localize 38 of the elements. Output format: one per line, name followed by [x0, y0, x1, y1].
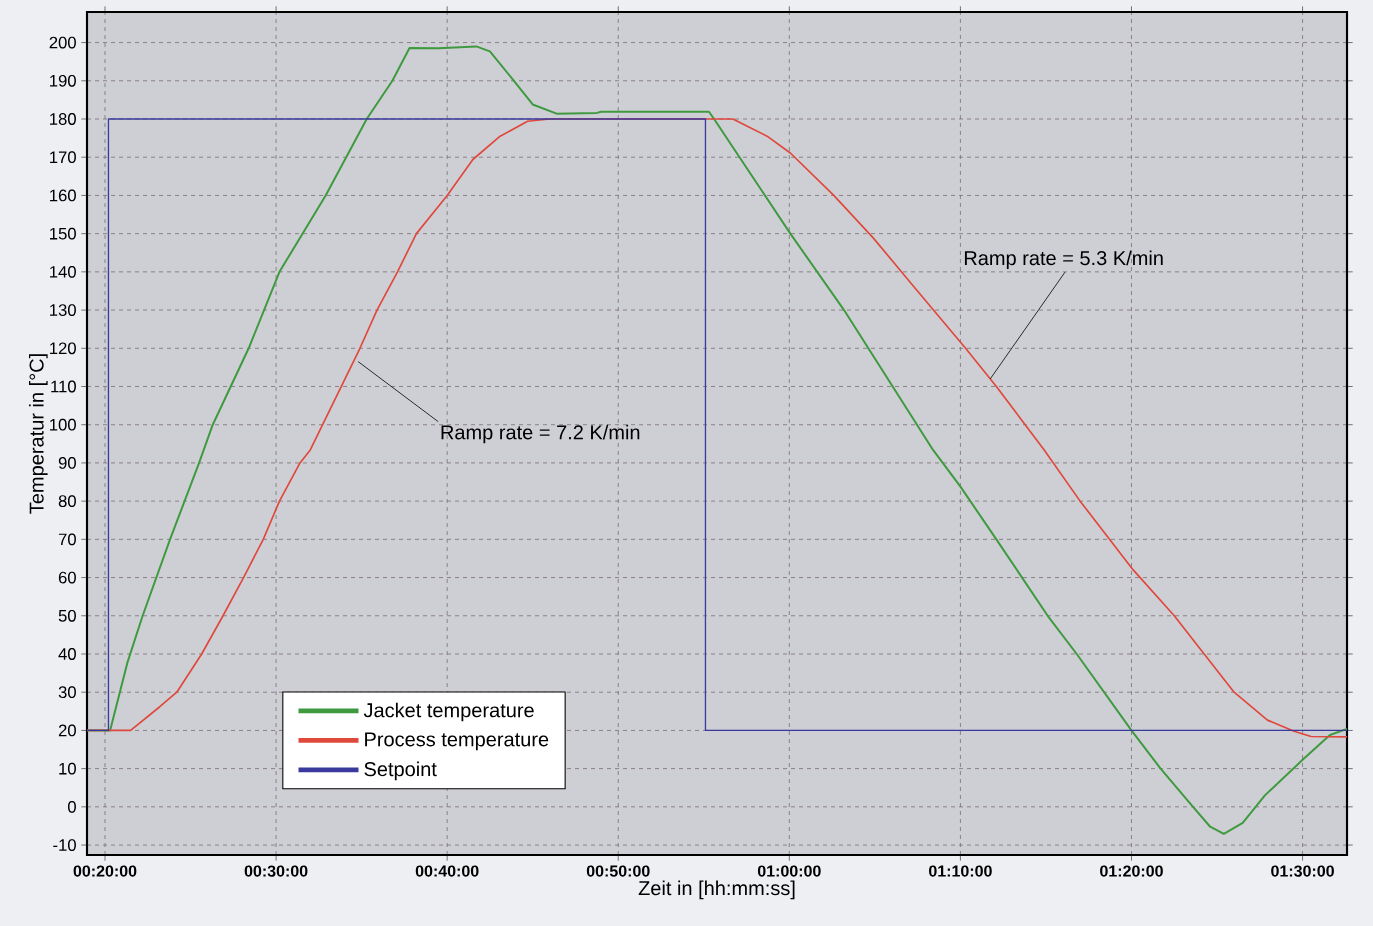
- y-tick-label: 190: [50, 74, 76, 87]
- x-axis-title: Zeit in [hh:mm:ss]: [638, 880, 795, 900]
- y-axis-title: Temperatur in [°C]: [29, 354, 48, 514]
- y-tick-label: 50: [58, 609, 76, 622]
- y-tick-label: 170: [50, 151, 76, 164]
- y-tick-label: 150: [50, 227, 76, 240]
- y-tick-label: 120: [50, 342, 76, 355]
- legend-label: Jacket temperature: [363, 702, 534, 722]
- x-tick-label: 00:20:00: [73, 865, 137, 877]
- y-tick-label: -10: [53, 839, 76, 851]
- y-tick-label: 20: [58, 724, 76, 737]
- legend-label: Process temperature: [365, 732, 549, 751]
- x-tick-label: 00:40:00: [415, 865, 479, 877]
- y-tick-label: 10: [59, 762, 76, 775]
- legend-label: Setpoint: [364, 761, 437, 781]
- y-tick-label: 70: [58, 533, 76, 546]
- annotation: Ramp rate = 5.3 K/min: [964, 250, 1163, 270]
- x-tick-label: 01:00:00: [757, 865, 821, 877]
- y-tick-label: 200: [49, 36, 76, 49]
- x-tick-label: 00:30:00: [244, 865, 308, 877]
- y-tick-label: 100: [50, 418, 76, 431]
- x-tick-label: 01:10:00: [929, 865, 992, 877]
- y-tick-label: 80: [58, 495, 76, 508]
- x-tick-label: 00:50:00: [586, 865, 650, 877]
- y-tick-label: 160: [50, 189, 76, 202]
- y-tick-label: 60: [58, 571, 76, 584]
- line-series: [87, 45, 1348, 835]
- y-tick-label: 30: [58, 686, 76, 699]
- y-tick-label: 140: [50, 265, 76, 278]
- y-tick-label: 130: [50, 304, 76, 316]
- y-tick-label: 90: [58, 457, 76, 469]
- annotation: Ramp rate = 7.2 K/min: [441, 424, 640, 444]
- y-tick-label: 180: [50, 113, 76, 125]
- x-tick-label: 01:20:00: [1100, 865, 1163, 877]
- y-tick-label: 110: [51, 380, 76, 393]
- x-tick-label: 01:30:00: [1271, 865, 1334, 877]
- y-tick-label: 0: [67, 800, 76, 813]
- y-tick-label: 40: [58, 648, 76, 660]
